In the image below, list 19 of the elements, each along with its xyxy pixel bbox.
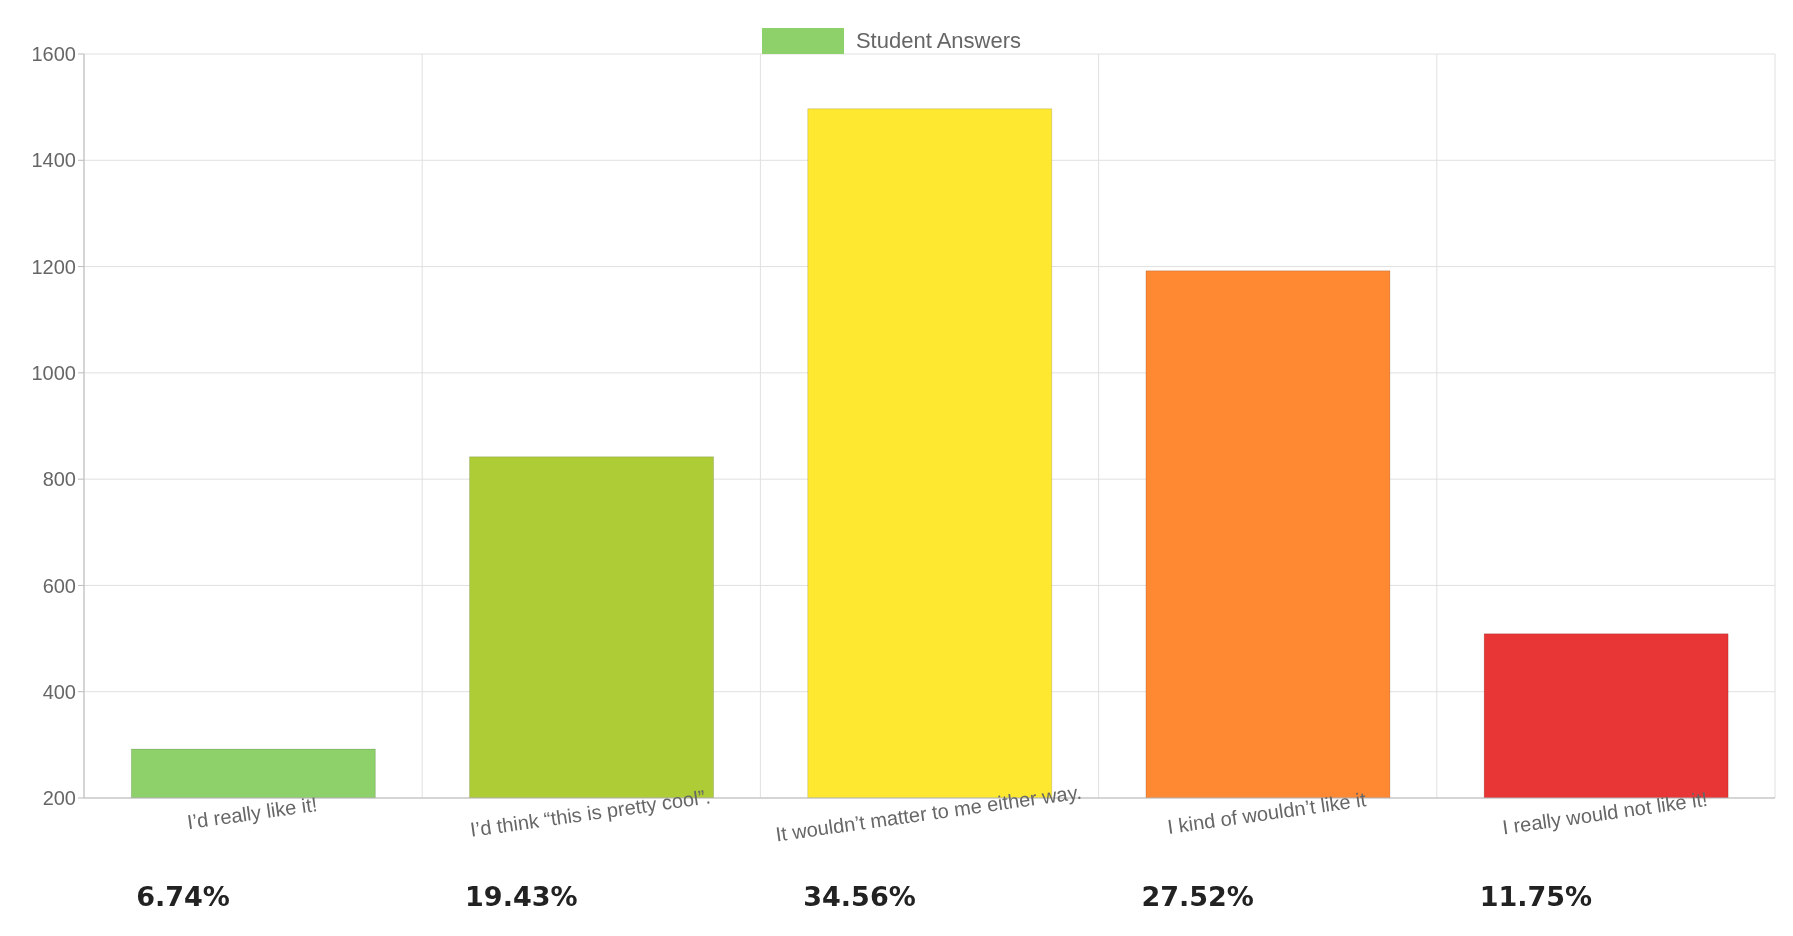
y-tick-label: 1400: [31, 149, 76, 172]
text: 27.52%: [1141, 881, 1254, 912]
x-tick-label: I’d think “this is pretty cool”.: [468, 785, 712, 841]
x-tick-label: I’d really like it!: [185, 793, 319, 834]
x-tick-label: It wouldn’t matter to me either way.: [774, 780, 1083, 846]
y-tick-label: 1200: [31, 255, 76, 278]
legend-label: Student Answers: [855, 28, 1022, 54]
y-tick-label: 1000: [31, 361, 76, 384]
y-tick-label: 800: [42, 468, 76, 491]
text: 6.74%: [136, 881, 230, 912]
x-tick-label: I really would not like it!: [1501, 787, 1709, 839]
y-tick-label: 200: [42, 787, 76, 810]
text: 11.75%: [1479, 881, 1593, 912]
y-tick-label: 600: [42, 574, 76, 597]
text: 34.56%: [803, 881, 916, 912]
y-tick-label: 1600: [31, 43, 76, 66]
x-tick-label: I kind of wouldn’t like it: [1166, 788, 1368, 838]
text: 19.43%: [465, 881, 578, 912]
y-tick-label: 400: [42, 680, 76, 703]
